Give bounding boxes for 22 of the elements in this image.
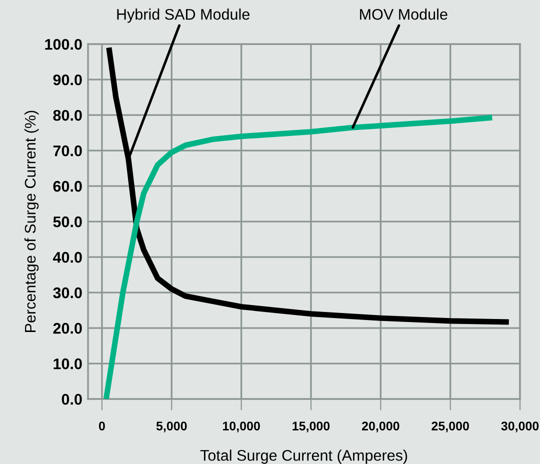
y-axis-title: Percentage of Surge Current (%) [24, 110, 39, 332]
y-tick-label: 80.0 [53, 110, 82, 121]
y-tick-label: 0.0 [62, 394, 82, 405]
annotation: MOV Module [360, 8, 448, 20]
x-tick-label: 5,000 [156, 422, 187, 432]
y-tick-label: 70.0 [53, 145, 82, 156]
x-tick-label: 0 [98, 422, 105, 430]
x-tick-label: 10,000 [222, 422, 260, 432]
y-tick-label: 50.0 [53, 216, 82, 228]
y-tick-label: 90.0 [53, 74, 82, 86]
y-tick-label: 60.0 [53, 180, 82, 192]
y-tick-label: 30.0 [53, 287, 82, 298]
x-axis-title: Total Surge Current (Amperes) [200, 450, 408, 464]
annotation: Hybrid SAD Module [117, 8, 250, 23]
y-tick-label: 100.0 [45, 38, 82, 50]
x-tick-label: 15,000 [292, 422, 330, 432]
x-tick-label: 25,000 [432, 422, 469, 432]
x-tick-label: 20,000 [362, 422, 400, 432]
y-tick-label: 40.0 [52, 252, 82, 263]
y-tick-label: 10.0 [54, 358, 82, 370]
y-tick-label: 20.0 [53, 322, 82, 334]
x-tick-label: 30,000 [501, 422, 539, 432]
